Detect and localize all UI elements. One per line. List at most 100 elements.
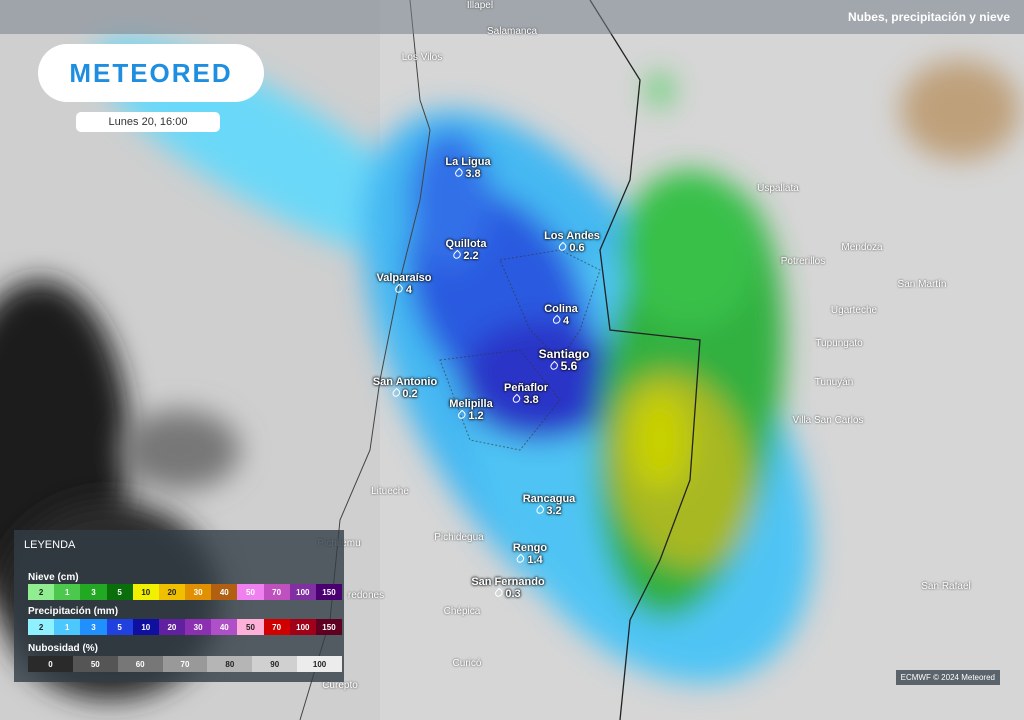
- city-name: San Fernando: [471, 576, 545, 588]
- city-name: San Antonio: [372, 376, 438, 388]
- place-label: Uspallata: [757, 183, 799, 194]
- legend-step: 5: [106, 584, 133, 600]
- city-label: Santiago 5.6: [539, 348, 590, 372]
- city-name: Melipilla: [449, 398, 493, 410]
- precip-scale: 2 1 3 5 10 20 30 40 50 70 100 150: [28, 619, 343, 635]
- legend-step: 100: [289, 619, 316, 635]
- place-label: Curepto: [322, 680, 358, 691]
- legend-step: 70: [162, 656, 208, 672]
- city-label: Colina 4: [544, 303, 578, 327]
- legend-step: 1: [54, 584, 81, 600]
- place-label: Ugarteche: [830, 305, 878, 316]
- city-name: Valparaíso: [376, 272, 432, 284]
- city-name: Colina: [544, 303, 578, 315]
- precip-value: 0.3: [471, 588, 544, 600]
- place-label: Curicó: [452, 658, 482, 669]
- legend-step: 150: [315, 619, 343, 635]
- precip-value: 4: [376, 284, 431, 296]
- place-label: Salamanca: [486, 26, 538, 37]
- city-label: Quillota 2.2: [446, 238, 487, 262]
- legend-step: 3: [80, 619, 107, 635]
- precip-value: 3.8: [504, 394, 548, 406]
- city-label: San Fernando 0.3: [471, 576, 544, 600]
- precip-value: 5.6: [539, 360, 590, 372]
- place-label: Mendoza: [841, 242, 883, 253]
- top-bar: [0, 0, 1024, 34]
- legend-step: 30: [185, 584, 212, 600]
- layer-title[interactable]: Nubes, precipitación y nieve: [847, 10, 1010, 24]
- legend-step: 20: [158, 619, 186, 635]
- legend-step: 5: [106, 619, 133, 635]
- legend-step: 50: [237, 619, 264, 635]
- legend-step: 40: [211, 584, 238, 600]
- city-label: Rancagua 3.2: [523, 493, 576, 517]
- place-label: Illapel: [466, 0, 494, 11]
- place-label: Chépica: [443, 606, 481, 617]
- legend-step: 30: [185, 619, 212, 635]
- legend-step: 40: [211, 619, 238, 635]
- place-label: Pichidegua: [434, 532, 484, 543]
- legend-step: 100: [289, 584, 316, 600]
- legend-step: 10: [132, 619, 159, 635]
- legend-step: 60: [117, 656, 163, 672]
- precip-value: 1.2: [449, 410, 492, 422]
- place-label: Villa San Carlos: [792, 415, 864, 426]
- place-label: San Rafael: [921, 581, 971, 592]
- place-label: Litueche: [371, 486, 409, 497]
- legend-step: 10: [132, 584, 159, 600]
- place-label: Potrerillos: [780, 256, 826, 267]
- place-label: redones: [347, 590, 385, 601]
- precip-value: 3.2: [523, 505, 576, 517]
- place-label: Tunuyán: [814, 377, 854, 388]
- legend-step: 70: [263, 619, 290, 635]
- legend-step: 1: [54, 619, 81, 635]
- place-label: Los Vilos: [401, 52, 443, 63]
- city-label: Melipilla 1.2: [449, 398, 492, 422]
- precip-value: 1.4: [513, 554, 547, 566]
- credit: ECMWF © 2024 Meteored: [895, 670, 1000, 685]
- precip-value: 4: [544, 315, 578, 327]
- city-name: Santiago: [538, 347, 590, 361]
- logo[interactable]: METEORED: [38, 44, 264, 102]
- precip-value: 0.2: [373, 388, 437, 400]
- legend-step: 70: [263, 584, 290, 600]
- city-name: Rengo: [512, 542, 548, 554]
- legend: LEYENDA Nieve (cm) 2 1 3 5 10 20 30 40 50 70 100 15…: [14, 530, 344, 682]
- legend-step: 0: [28, 656, 73, 672]
- legend-title: LEYENDA: [24, 539, 76, 551]
- city-label: Los Andes 0.6: [544, 230, 600, 254]
- city-name: Los Andes: [544, 230, 600, 242]
- precip-value: 0.6: [544, 242, 600, 254]
- place-label: Tupungato: [815, 338, 863, 349]
- legend-step: 80: [207, 656, 253, 672]
- city-name: Quillota: [445, 238, 487, 250]
- city-label: Rengo 1.4: [513, 542, 547, 566]
- legend-step: 100: [297, 656, 343, 672]
- legend-step: 150: [315, 584, 343, 600]
- city-name: La Ligua: [445, 156, 491, 168]
- legend-step: 2: [28, 584, 55, 600]
- city-label: Peñaflor 3.8: [504, 382, 548, 406]
- precip-value: 3.8: [445, 168, 490, 180]
- place-label: San Martín: [897, 279, 947, 290]
- clouds-scale: 0 50 60 70 80 90 100: [28, 656, 343, 672]
- legend-step: 3: [80, 584, 107, 600]
- clouds-label: Nubosidad (%): [28, 643, 98, 654]
- city-name: Rancagua: [522, 493, 576, 505]
- precip-value: 2.2: [446, 250, 487, 262]
- city-label: Valparaíso 4: [376, 272, 431, 296]
- legend-step: 90: [252, 656, 298, 672]
- snow-label: Nieve (cm): [28, 572, 79, 583]
- legend-step: 2: [28, 619, 55, 635]
- legend-step: 50: [237, 584, 264, 600]
- legend-step: 20: [158, 584, 186, 600]
- city-label: San Antonio 0.2: [373, 376, 437, 400]
- city-label: La Ligua 3.8: [445, 156, 490, 180]
- precip-label: Precipitación (mm): [28, 606, 119, 617]
- city-name: Peñaflor: [503, 382, 549, 394]
- snow-scale: 2 1 3 5 10 20 30 40 50 70 100 150: [28, 584, 343, 600]
- legend-step: 50: [72, 656, 118, 672]
- date[interactable]: Lunes 20, 16:00: [76, 112, 220, 132]
